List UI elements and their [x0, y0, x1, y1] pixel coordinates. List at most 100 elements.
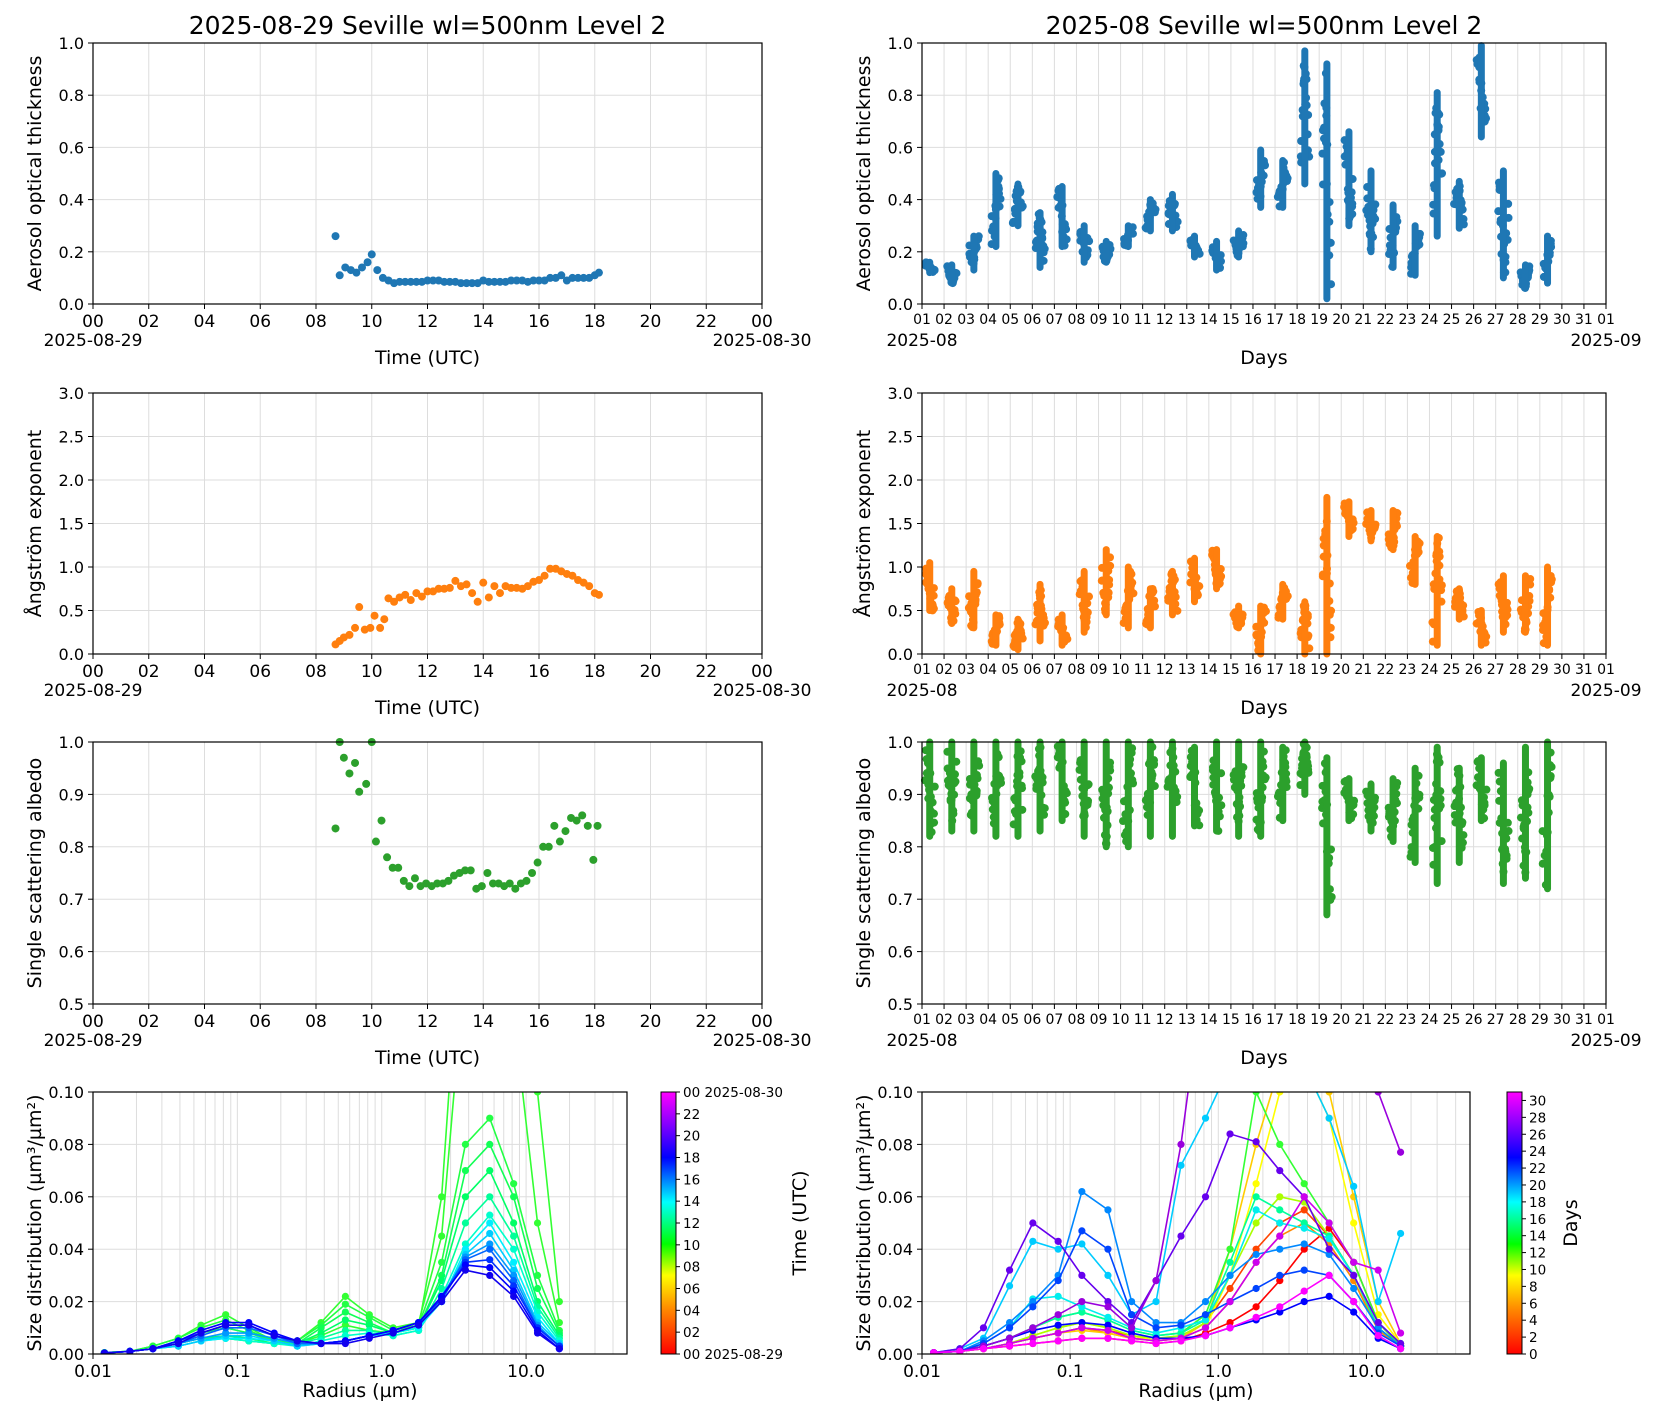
series-point — [1300, 1287, 1308, 1295]
series-point — [1128, 1337, 1136, 1345]
x-tick-label: 28 — [1509, 1012, 1527, 1028]
series-point — [486, 1256, 494, 1264]
x-tick-label: 18 — [584, 312, 606, 332]
data-point — [505, 879, 514, 888]
x-axis-label: Days — [1240, 347, 1287, 369]
series-point — [1325, 1219, 1333, 1227]
data-point — [568, 273, 577, 282]
series-point — [1300, 1224, 1308, 1232]
series-point — [341, 1326, 349, 1335]
y-axis-label: Aerosol optical thickness — [24, 56, 46, 292]
x-tick-label: 22 — [695, 1012, 717, 1032]
y-tick-label: 1.0 — [59, 34, 84, 53]
y-tick-label: 0.5 — [59, 602, 84, 621]
series-point — [1201, 1114, 1210, 1122]
monthly-angstrom-points — [921, 493, 1556, 658]
series-point — [1226, 1324, 1234, 1332]
y-tick-label: 0.4 — [59, 191, 84, 210]
x-tick-label: 09 — [1090, 662, 1108, 678]
x-tick-label: 00 — [751, 1012, 773, 1032]
series-point — [1054, 1292, 1062, 1300]
series-point — [1276, 1036, 1283, 1043]
series-point — [1301, 1062, 1308, 1069]
series-point — [1029, 1219, 1037, 1227]
data-point — [412, 277, 421, 286]
x-tick-label: 14 — [1200, 662, 1218, 678]
x-tick-label: 15 — [1222, 312, 1240, 328]
y-tick-label: 0.0 — [888, 645, 913, 664]
x-tick-label: 30 — [1553, 312, 1571, 328]
colorbar-label: Days — [1560, 1199, 1582, 1246]
series-point — [1054, 1321, 1062, 1329]
series-point — [245, 1321, 253, 1329]
series-point — [1005, 1334, 1014, 1342]
series-point — [1350, 1182, 1358, 1190]
y-tick-label: 0.02 — [48, 1293, 84, 1312]
x-tick-label: 18 — [1288, 662, 1306, 678]
x-tick-label: 07 — [1045, 312, 1063, 328]
data-point — [589, 855, 598, 864]
series-point — [1252, 1206, 1260, 1214]
monthly-angstrom-panel: 0.00.51.01.52.02.53.001 02 03 04 05 06 07 08 09 1… — [852, 384, 1642, 719]
data-point — [377, 816, 386, 825]
x-tick-label: 30 — [1553, 662, 1571, 678]
series-point — [317, 1339, 325, 1348]
series-point — [1300, 1245, 1308, 1253]
x-tick-label: 28 — [1509, 312, 1527, 328]
x-tick-label: 21 — [1354, 312, 1372, 328]
series-point — [1201, 1324, 1210, 1332]
data-point — [579, 273, 588, 282]
series-point — [1005, 1282, 1014, 1290]
series-point — [1396, 1148, 1405, 1156]
x-tick-label: 04 — [194, 312, 216, 332]
series-point — [222, 1311, 230, 1319]
x-tick-label: 02 — [935, 662, 953, 678]
x-tick-label: 08 — [305, 662, 327, 682]
series-line — [933, 1092, 1402, 1354]
data-point — [373, 266, 382, 275]
x-axis-label: Time (UTC) — [374, 347, 480, 369]
data-point — [544, 842, 553, 851]
x-tick-label: 27 — [1487, 312, 1505, 328]
y-tick-label: 0.6 — [888, 138, 913, 157]
y-tick-label: 0.04 — [877, 1240, 913, 1259]
x-tick-label: 26 — [1465, 312, 1483, 328]
data-point — [383, 853, 392, 862]
series-point — [1300, 1180, 1308, 1188]
colorbar — [660, 1091, 677, 1355]
colorbar-tick-label: 12 — [1529, 1246, 1546, 1262]
x-tick-label: 12 — [417, 662, 439, 682]
data-point — [484, 277, 493, 286]
data-point — [479, 578, 488, 587]
series-point — [1005, 1266, 1014, 1274]
x-tick-label: 22 — [695, 312, 717, 332]
series-point — [341, 1316, 349, 1324]
x-tick-label: 13 — [1178, 1012, 1196, 1028]
y-tick-label: 0.02 — [877, 1293, 913, 1312]
series-point — [1078, 1240, 1086, 1248]
data-point — [351, 758, 360, 767]
series-point — [438, 1284, 446, 1293]
series-point — [1374, 1266, 1382, 1274]
data-point — [331, 232, 340, 241]
x-tick-label: 20 — [1332, 1012, 1350, 1028]
colorbar-tick-label: 28 — [1529, 1110, 1546, 1126]
x-tick-label: 06 — [249, 1012, 271, 1032]
x-tick-label: 05 — [1001, 1012, 1019, 1028]
x-tick-label: 15 — [1222, 662, 1240, 678]
x-tick-label: 10.0 — [1348, 1362, 1386, 1382]
data-point — [352, 268, 361, 277]
data-point — [362, 779, 371, 788]
x-tick-label: 31 — [1575, 1012, 1593, 1028]
y-tick-label: 0.00 — [877, 1345, 913, 1364]
series-point — [1252, 1138, 1260, 1146]
y-axis-label: Size distribution (µm³/µm²) — [24, 1094, 46, 1351]
x-tick-label: 22 — [1376, 1012, 1394, 1028]
x-tick-label: 01 — [913, 662, 931, 678]
x-tick-label: 10 — [1112, 1012, 1130, 1028]
x-start-date-label: 2025-08-29 — [44, 1031, 143, 1051]
colorbar-tick-label: 10 — [683, 1238, 700, 1254]
colorbar-tick-label: 00 2025-08-30 — [683, 1085, 783, 1101]
x-tick-label: 11 — [1134, 1012, 1152, 1028]
x-tick-label: 11 — [1134, 662, 1152, 678]
